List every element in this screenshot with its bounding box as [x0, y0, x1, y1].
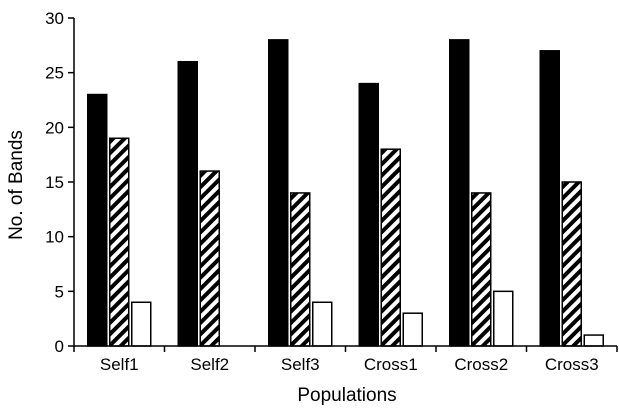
white-bar-cross1 — [402, 312, 423, 347]
hatched-bar-self2 — [199, 170, 220, 347]
y-tick-label: 10 — [45, 228, 64, 247]
black-bar-cross1 — [358, 82, 379, 347]
y-tick-label: 30 — [45, 9, 64, 28]
y-axis-ticks: 0 5 10 15 20 25 30 — [45, 9, 74, 356]
black-bar-cross3 — [539, 50, 560, 347]
hatched-bar-self1 — [109, 137, 130, 347]
hatched-bar-cross2 — [471, 192, 492, 347]
y-tick-label: 20 — [45, 118, 64, 137]
x-tick-label: Cross3 — [545, 355, 599, 374]
x-axis-ticks: Self1 Self2 Self3 Cross1 Cross2 Cross3 — [73, 346, 618, 374]
black-bar-self1 — [87, 93, 108, 347]
x-tick-label: Self1 — [100, 355, 139, 374]
y-tick-label: 0 — [55, 337, 64, 356]
hatched-bar-cross1 — [380, 148, 401, 347]
white-bar-self1 — [131, 301, 152, 347]
y-tick-label: 15 — [45, 173, 64, 192]
hatched-bar-self3 — [290, 192, 311, 347]
y-tick-label: 25 — [45, 64, 64, 83]
white-bar-cross3 — [583, 334, 604, 347]
axes-group — [73, 18, 617, 347]
white-bar-cross2 — [493, 290, 514, 347]
black-bar-cross2 — [449, 39, 470, 347]
y-tick-label: 5 — [55, 282, 64, 301]
x-tick-label: Cross2 — [454, 355, 508, 374]
white-bar-self3 — [312, 301, 333, 347]
x-tick-label: Cross1 — [364, 355, 418, 374]
black-bar-self2 — [177, 60, 198, 347]
x-tick-label: Self2 — [190, 355, 229, 374]
black-bar-self3 — [268, 39, 289, 347]
x-tick-label: Self3 — [281, 355, 320, 374]
y-axis-title: No. of Bands — [6, 130, 27, 240]
bars-group — [87, 39, 604, 347]
x-axis-title: Populations — [297, 385, 396, 406]
hatched-bar-cross3 — [561, 181, 582, 347]
